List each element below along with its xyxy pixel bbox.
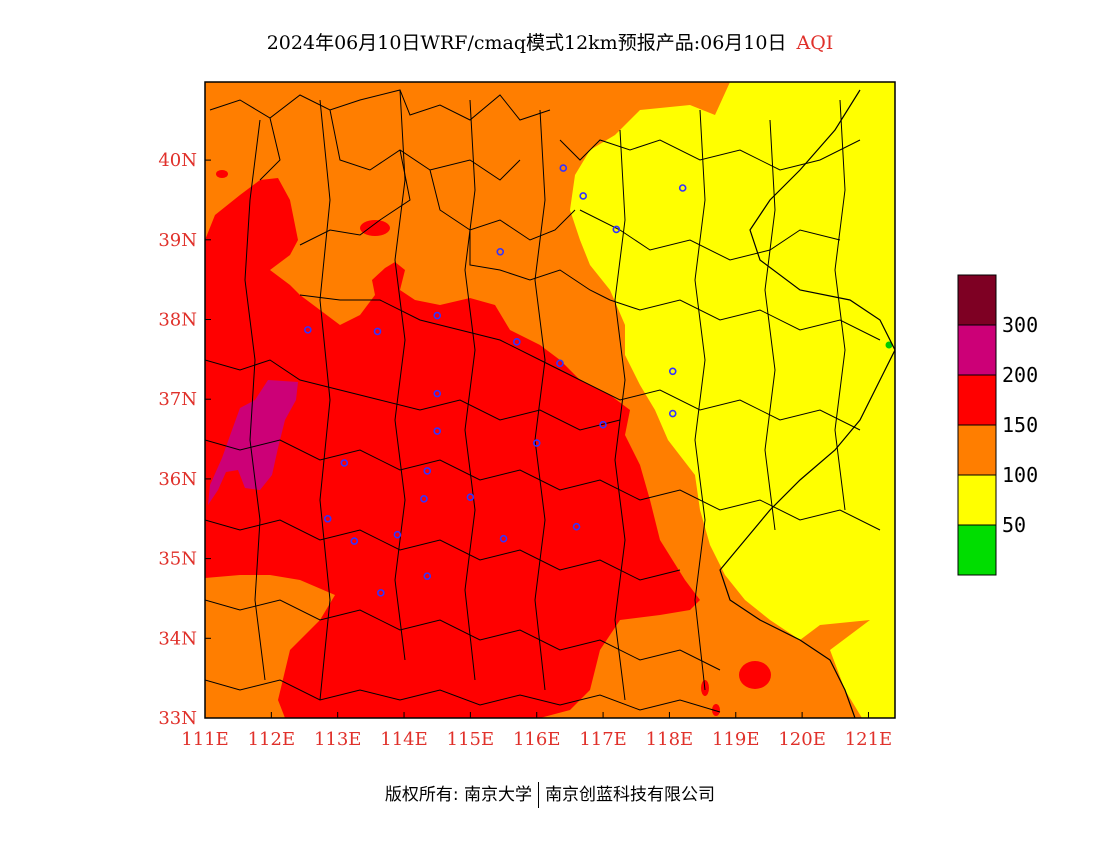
station-marker [496,247,505,256]
aqi-field [205,82,895,718]
lon-tick-label: 113E [314,729,362,750]
station-marker [433,427,442,435]
station-marker [433,311,442,320]
lon-tick-label: 111E [181,729,229,750]
aqi-zone-purple [208,380,298,505]
station-marker [678,184,687,192]
lon-tick-label: 121E [845,729,893,750]
legend-swatch [957,524,997,576]
aqi-green-spot [885,341,893,349]
station-marker [373,327,382,336]
station-marker [393,530,402,539]
station-marker [340,459,349,467]
station-marker [599,420,607,429]
station-marker [420,495,428,503]
legend-swatch [957,324,997,376]
station-marker [423,572,432,580]
station-markers [304,164,687,597]
lat-tick-label: 33N [158,708,197,729]
figure-title: 2024年06月10日WRF/cmaq模式12km预报产品:06月10日 AQI [0,28,1100,55]
lat-tick-label: 35N [158,549,197,570]
aqi-zone-yellow [570,82,895,718]
station-marker [572,522,581,531]
station-marker [350,537,359,545]
title-text: 2024年06月10日WRF/cmaq模式12km预报产品:06月10日 [266,32,787,54]
footer-credits: 版权所有: 南京大学 南京创蓝科技有限公司 [0,780,1100,808]
aqi-red-blob [712,704,720,716]
station-marker [579,192,587,200]
footer-company: 南京创蓝科技有限公司 [545,785,716,805]
legend-swatch [957,274,997,326]
lon-tick-label: 120E [778,729,826,750]
lat-tick-label: 37N [158,389,197,410]
lat-tick-label: 39N [158,230,197,251]
footer-copyright: 版权所有: 南京大学 [384,785,533,805]
station-marker [559,164,568,172]
legend-swatch [957,474,997,526]
lon-tick-label: 119E [712,729,760,750]
lat-tick-label: 36N [158,469,197,490]
station-marker [423,467,432,475]
map-axes: 111E 112E 113E 114E 115E 116E 117E 118E 119E 120E… [158,150,892,750]
station-marker [556,359,564,368]
station-marker [532,439,541,447]
title-variable: AQI [796,32,834,54]
legend-label: 100 [1002,463,1038,487]
legend-label: 50 [1002,513,1026,537]
station-marker [433,389,442,398]
station-marker [668,409,677,418]
lat-tick-label: 38N [158,310,197,331]
lat-tick-label: 34N [158,628,197,649]
station-marker [466,493,475,502]
lon-tick-label: 118E [646,729,694,750]
station-marker [612,225,621,234]
aqi-legend: 50 100 150 200 300 [957,274,1038,576]
station-marker [304,326,312,334]
station-marker [499,534,508,543]
station-marker [323,514,332,523]
aqi-red-blob [739,661,771,689]
lon-tick-label: 112E [248,729,296,750]
station-marker [377,589,385,597]
aqi-red-blob [360,220,390,236]
map-frame [204,81,896,719]
legend-label: 300 [1002,313,1038,337]
station-marker [513,338,521,346]
lon-tick-label: 115E [447,729,495,750]
aqi-red-blob [216,170,228,178]
lon-tick-label: 117E [579,729,627,750]
footer-separator [538,782,540,808]
admin-boundaries [205,89,895,718]
lat-tick-label: 40N [158,150,197,171]
legend-label: 200 [1002,363,1038,387]
lon-tick-label: 114E [380,729,428,750]
legend-label: 150 [1002,413,1038,437]
legend-swatch [957,374,997,426]
lon-tick-label: 116E [513,729,561,750]
station-marker [668,367,677,376]
legend-swatch [957,424,997,476]
